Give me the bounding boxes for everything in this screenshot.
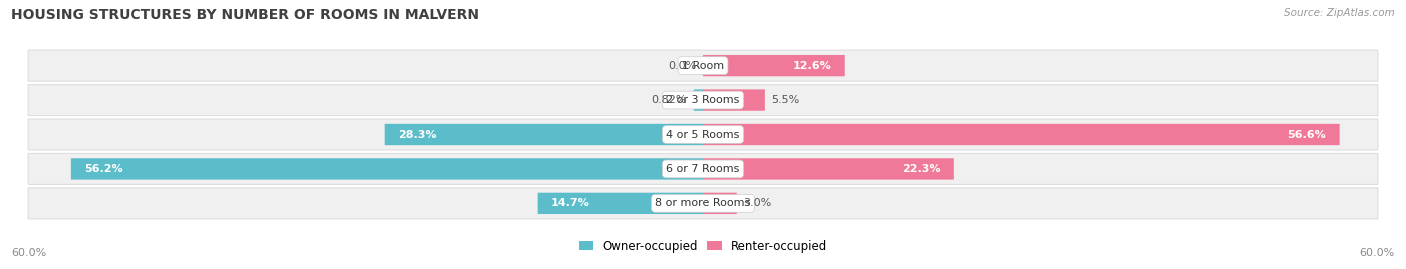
Text: 1 Room: 1 Room bbox=[682, 61, 724, 71]
FancyBboxPatch shape bbox=[28, 119, 1378, 150]
Text: 28.3%: 28.3% bbox=[398, 129, 437, 140]
FancyBboxPatch shape bbox=[28, 153, 1378, 185]
Text: 56.6%: 56.6% bbox=[1288, 129, 1326, 140]
FancyBboxPatch shape bbox=[537, 193, 703, 214]
Text: 60.0%: 60.0% bbox=[11, 248, 46, 258]
FancyBboxPatch shape bbox=[703, 158, 953, 180]
Text: 3.0%: 3.0% bbox=[744, 198, 772, 208]
Text: 0.0%: 0.0% bbox=[668, 61, 696, 71]
FancyBboxPatch shape bbox=[703, 55, 845, 76]
Text: 0.82%: 0.82% bbox=[651, 95, 688, 105]
Text: 12.6%: 12.6% bbox=[793, 61, 831, 71]
Text: Source: ZipAtlas.com: Source: ZipAtlas.com bbox=[1284, 8, 1395, 18]
Text: 8 or more Rooms: 8 or more Rooms bbox=[655, 198, 751, 208]
FancyBboxPatch shape bbox=[28, 188, 1378, 219]
Text: 2 or 3 Rooms: 2 or 3 Rooms bbox=[666, 95, 740, 105]
Text: 6 or 7 Rooms: 6 or 7 Rooms bbox=[666, 164, 740, 174]
FancyBboxPatch shape bbox=[693, 89, 703, 111]
FancyBboxPatch shape bbox=[70, 158, 703, 180]
FancyBboxPatch shape bbox=[28, 50, 1378, 81]
Text: 4 or 5 Rooms: 4 or 5 Rooms bbox=[666, 129, 740, 140]
FancyBboxPatch shape bbox=[703, 124, 1340, 145]
Text: 60.0%: 60.0% bbox=[1360, 248, 1395, 258]
Text: 56.2%: 56.2% bbox=[84, 164, 122, 174]
FancyBboxPatch shape bbox=[703, 193, 737, 214]
Text: 14.7%: 14.7% bbox=[551, 198, 591, 208]
Text: 22.3%: 22.3% bbox=[901, 164, 941, 174]
Text: 5.5%: 5.5% bbox=[772, 95, 800, 105]
Text: HOUSING STRUCTURES BY NUMBER OF ROOMS IN MALVERN: HOUSING STRUCTURES BY NUMBER OF ROOMS IN… bbox=[11, 8, 479, 22]
Legend: Owner-occupied, Renter-occupied: Owner-occupied, Renter-occupied bbox=[579, 240, 827, 253]
FancyBboxPatch shape bbox=[703, 89, 765, 111]
FancyBboxPatch shape bbox=[385, 124, 703, 145]
FancyBboxPatch shape bbox=[28, 84, 1378, 116]
